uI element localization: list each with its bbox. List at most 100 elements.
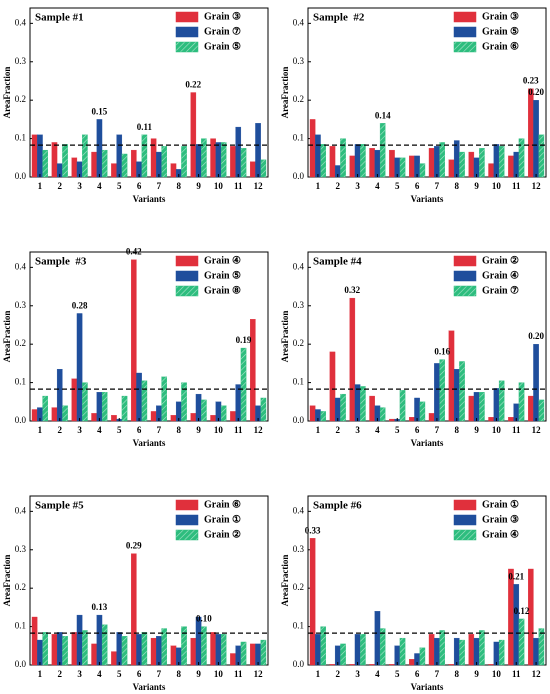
x-axis-label: Variants	[411, 194, 444, 204]
plot-frame	[307, 7, 547, 178]
x-tick-label: 2	[336, 425, 341, 435]
panel-title: Sample #3	[35, 256, 87, 268]
bar	[42, 632, 49, 666]
x-tick-label: 1	[38, 181, 43, 191]
bar	[42, 395, 49, 422]
x-tick-label: 9	[474, 181, 479, 191]
x-tick-label: 9	[474, 425, 479, 435]
bar	[170, 415, 177, 422]
bar	[419, 647, 426, 666]
legend-label: Grain ⑤	[482, 26, 519, 37]
bar	[121, 153, 128, 178]
x-tick-label: 3	[355, 425, 360, 435]
bar	[101, 624, 108, 666]
bar	[329, 664, 336, 666]
bar	[220, 405, 227, 422]
x-tick-label: 9	[196, 425, 201, 435]
bar	[528, 395, 534, 422]
bar	[434, 363, 440, 422]
bar	[354, 144, 361, 178]
bar	[334, 397, 341, 422]
x-tick-label: 8	[177, 669, 182, 679]
legend-swatch	[453, 285, 477, 297]
x-tick-label: 3	[355, 669, 360, 679]
bar	[468, 395, 475, 422]
bar	[62, 636, 68, 666]
x-tick-label: 12	[532, 425, 542, 435]
bar	[130, 553, 137, 666]
y-tick-label: 0.1	[293, 377, 304, 387]
bar	[479, 630, 485, 666]
bar	[62, 144, 68, 178]
bar	[260, 397, 267, 422]
bar	[428, 148, 435, 178]
value-label: 0.22	[185, 80, 201, 90]
y-tick-label: 0.3	[15, 56, 27, 66]
bar	[488, 163, 494, 178]
bar	[379, 407, 386, 422]
bar	[150, 637, 157, 666]
bar	[538, 134, 545, 178]
x-axis-label: Variants	[411, 438, 444, 448]
legend-swatch	[175, 26, 199, 38]
bar	[255, 643, 261, 666]
x-axis-label: Variants	[133, 682, 166, 692]
bar	[309, 405, 316, 422]
bar	[190, 92, 197, 178]
x-tick-label: 6	[415, 425, 420, 435]
bar	[181, 626, 187, 666]
bar	[419, 163, 426, 178]
bar	[518, 618, 525, 666]
bar	[260, 639, 267, 666]
bar	[161, 376, 168, 422]
bar	[260, 159, 267, 178]
legend-swatch	[175, 270, 199, 282]
bar	[434, 146, 440, 178]
bar	[389, 418, 395, 422]
y-axis-label: AreaFraction	[2, 555, 12, 607]
bar	[195, 616, 202, 666]
bar	[408, 659, 415, 666]
bar	[498, 146, 505, 178]
legend-swatch	[175, 529, 199, 541]
bar	[399, 390, 406, 422]
bar	[354, 384, 361, 422]
legend-label: Grain ④	[204, 255, 241, 266]
bar	[414, 155, 420, 178]
bar	[320, 144, 326, 178]
bar	[315, 134, 321, 178]
bar	[201, 138, 207, 178]
bar	[51, 407, 58, 422]
bar	[439, 142, 445, 178]
y-tick-label: 0.2	[15, 338, 26, 348]
bar	[513, 151, 520, 178]
bar	[493, 144, 500, 178]
bar	[210, 138, 216, 178]
bar	[508, 155, 514, 178]
value-label: 0.32	[344, 285, 360, 295]
legend-swatch	[175, 11, 199, 23]
x-tick-label: 4	[375, 425, 380, 435]
value-label: 0.15	[92, 106, 108, 116]
bar	[408, 155, 415, 178]
bar	[309, 119, 316, 178]
x-tick-label: 1	[316, 425, 321, 435]
bar	[374, 611, 381, 666]
bar	[453, 368, 460, 422]
bar	[71, 378, 78, 422]
x-tick-label: 8	[177, 181, 182, 191]
legend-swatch	[453, 41, 477, 53]
bar	[235, 384, 242, 422]
bar	[111, 651, 117, 666]
bar	[201, 399, 207, 422]
x-tick-label: 7	[157, 181, 162, 191]
bar	[349, 664, 356, 666]
plot-frame	[29, 251, 269, 422]
bar	[518, 138, 525, 178]
value-label: 0.11	[137, 122, 153, 132]
y-axis-label: AreaFraction	[280, 555, 290, 607]
bar	[513, 584, 520, 666]
y-tick-label: 0.0	[293, 659, 305, 669]
bar	[329, 351, 336, 422]
bar	[156, 636, 162, 666]
